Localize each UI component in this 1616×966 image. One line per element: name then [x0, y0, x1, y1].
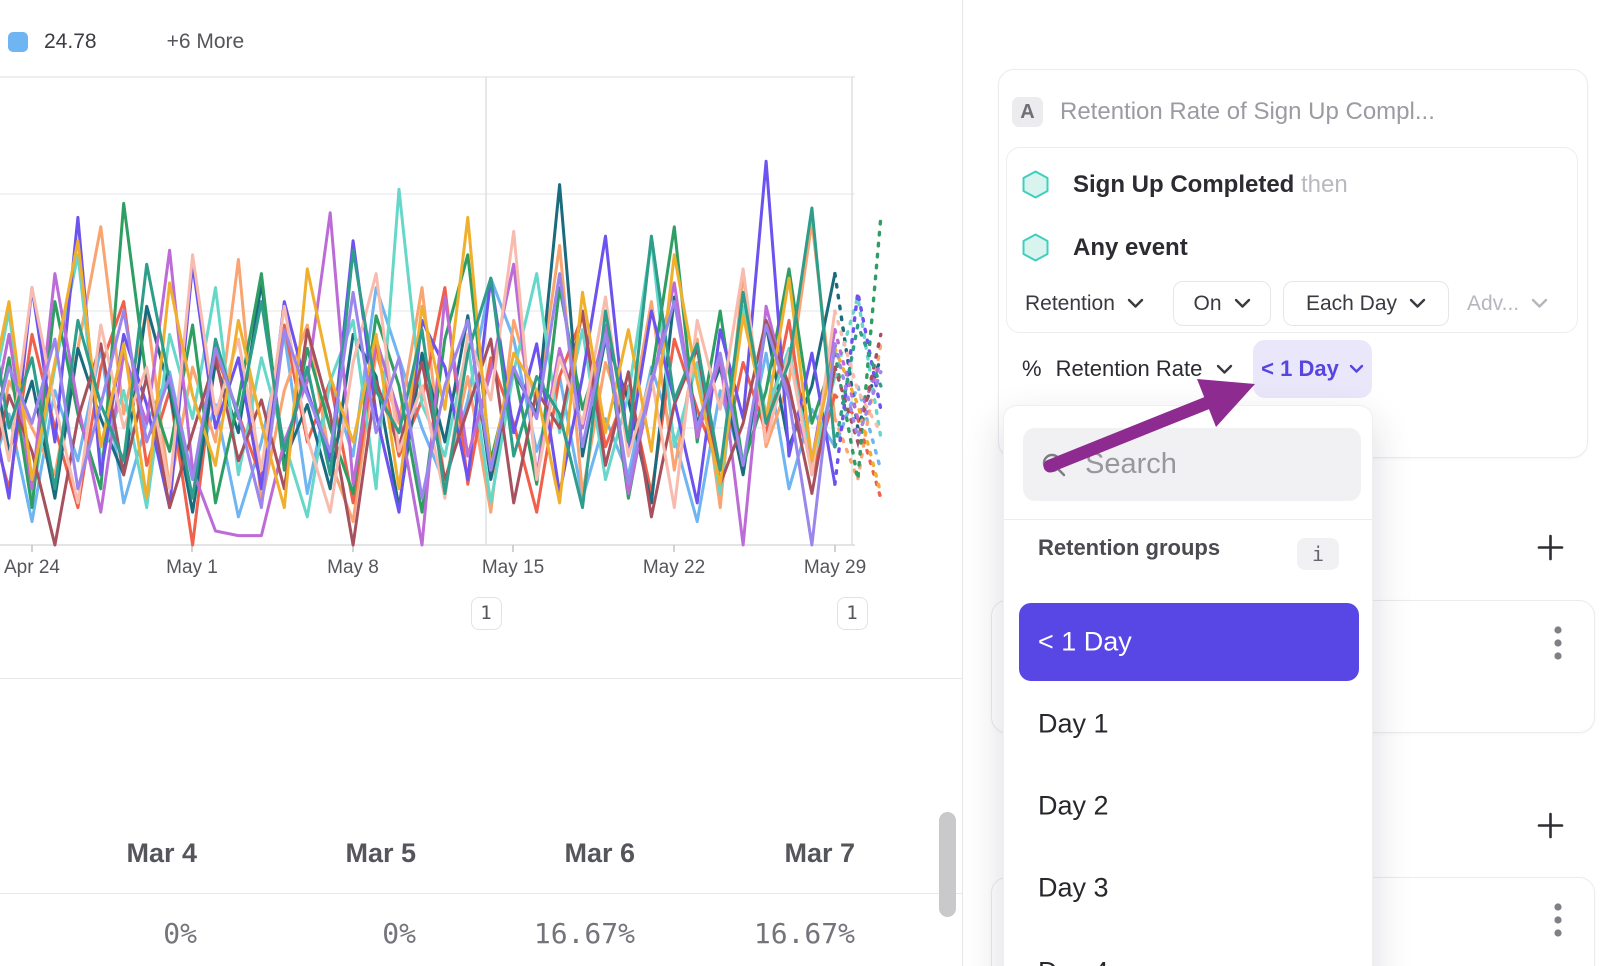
search-icon: [1042, 453, 1066, 476]
table-divider: [0, 893, 962, 894]
chart-line-dashed-series-11: [833, 346, 883, 496]
vertical-scrollbar[interactable]: [939, 812, 956, 917]
on-dropdown[interactable]: On: [1173, 281, 1271, 326]
annotation-badge[interactable]: 1: [470, 597, 502, 630]
dropdown-item[interactable]: Day 2: [1038, 790, 1109, 821]
info-icon[interactable]: i: [1297, 538, 1339, 570]
chart-line-series-13: [0, 272, 837, 547]
search-box[interactable]: [1023, 428, 1361, 501]
table-value-cell: 16.67%: [533, 917, 635, 950]
dropdown-item[interactable]: Day 3: [1038, 872, 1109, 903]
chart-legend: 24.78 +6 More: [8, 30, 245, 53]
event-hexagon-icon-2: [1022, 233, 1049, 262]
retention-group-dropdown-menu: Retention groups i < 1 Day Day 1 Day 2 Day …: [1003, 405, 1373, 966]
chart-line-series-12: [0, 206, 837, 510]
chart-line-dashed-series-8: [833, 328, 883, 424]
x-axis-label: May 8: [327, 557, 379, 578]
dropdown-item-label: < 1 Day: [1038, 626, 1132, 657]
advanced-dropdown[interactable]: Adv...: [1467, 281, 1548, 326]
chevron-down-icon: [1217, 364, 1233, 374]
x-axis-label: Apr 24: [4, 557, 60, 578]
chart-line-dashed-series-9: [833, 332, 883, 449]
event-definition-card: [1006, 147, 1578, 333]
table-header-cell: Mar 4: [126, 838, 197, 868]
measure-dropdown[interactable]: % Retention Rate: [1022, 340, 1233, 398]
table-header-cell: Mar 7: [784, 838, 855, 868]
event1-suffix: then: [1294, 171, 1348, 198]
x-axis-label: May 15: [481, 557, 545, 578]
chart-line-dashed-series-13: [833, 342, 883, 444]
x-axis-label: May 22: [642, 557, 706, 578]
add-module-button[interactable]: [1537, 534, 1564, 561]
module-menu-icon-2[interactable]: [1548, 897, 1568, 943]
x-axis-ticks: [31, 545, 836, 552]
event-row-signup[interactable]: Sign Up Completed then: [1073, 170, 1348, 199]
percent-icon: %: [1022, 356, 1042, 381]
retention-type-dropdown[interactable]: Retention: [1025, 281, 1144, 326]
advanced-label: Adv...: [1467, 291, 1520, 315]
chevron-down-icon: [1409, 298, 1426, 308]
selected-group-label: < 1 Day: [1261, 356, 1339, 381]
chart-line-dashed-series-4: [833, 271, 883, 429]
annotation-badge[interactable]: 1: [836, 597, 868, 630]
module-menu-icon[interactable]: [1548, 620, 1568, 666]
search-input[interactable]: [1083, 447, 1327, 482]
x-axis-label: May 1: [166, 557, 218, 578]
measure-label: Retention Rate: [1055, 356, 1203, 381]
table-value-cell: 16.67%: [753, 917, 855, 950]
chart-line-dashed-series-6: [833, 215, 883, 480]
legend-more-toggle[interactable]: +6 More: [166, 30, 245, 53]
event2-label: Any event: [1073, 234, 1188, 261]
group-header: Retention groups: [1038, 535, 1221, 560]
add-module-button-2[interactable]: [1537, 812, 1564, 839]
table-value-cell: 0%: [163, 917, 197, 950]
table-header-cell: Mar 5: [345, 838, 416, 868]
chart-line-dashed-series-7: [833, 291, 883, 486]
table-value-cell: 0%: [382, 917, 416, 950]
dropdown-divider: [1004, 519, 1372, 520]
retention-type-label: Retention: [1025, 291, 1115, 315]
legend-value: 24.78: [44, 30, 97, 53]
chart-series: [0, 159, 883, 547]
event-row-any-event[interactable]: Any event: [1073, 233, 1188, 262]
each-day-label: Each Day: [1305, 291, 1398, 315]
module-title[interactable]: Retention Rate of Sign Up Compl...: [1060, 98, 1435, 125]
chevron-down-icon: [1127, 298, 1144, 308]
section-divider: [0, 678, 962, 679]
event1-label: Sign Up Completed: [1073, 171, 1295, 198]
x-axis-label: May 29: [803, 557, 867, 578]
chevron-down-icon: [1531, 298, 1548, 308]
chart-line-dashed-series-12: [833, 318, 883, 449]
table-header-cell: Mar 6: [564, 838, 635, 868]
retention-line-chart[interactable]: [0, 0, 962, 650]
each-day-dropdown[interactable]: Each Day: [1283, 281, 1449, 326]
retention-group-dropdown-trigger[interactable]: < 1 Day: [1253, 340, 1372, 398]
pane-divider: [962, 0, 963, 966]
chevron-down-icon: [1234, 298, 1250, 308]
chart-line-series-11: [0, 215, 837, 510]
chevron-down-icon: [1349, 364, 1364, 373]
module-badge: A: [1012, 97, 1043, 127]
event-hexagon-icon: [1022, 170, 1049, 199]
chart-line-series-5: [0, 187, 837, 519]
legend-swatch: [8, 32, 28, 52]
dropdown-item[interactable]: Day 4: [1038, 957, 1109, 966]
dropdown-item[interactable]: Day 1: [1038, 708, 1109, 739]
dropdown-item-selected[interactable]: < 1 Day: [1019, 603, 1359, 681]
on-label: On: [1193, 291, 1222, 315]
